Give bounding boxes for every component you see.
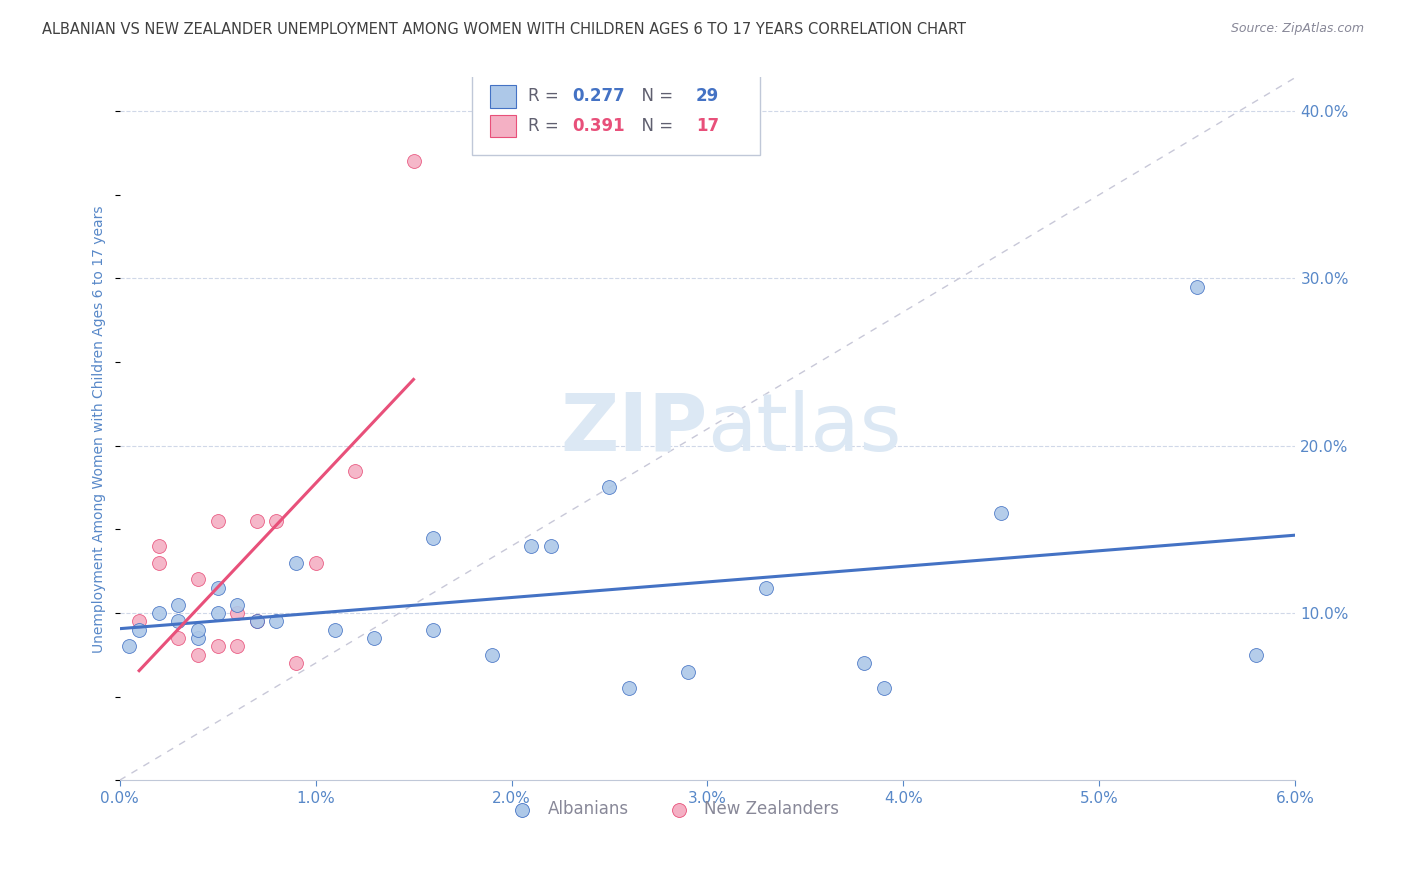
- Point: [540, 539, 562, 553]
- Point: [207, 581, 229, 595]
- Text: N =: N =: [631, 117, 679, 135]
- Point: [207, 514, 229, 528]
- Text: 17: 17: [696, 117, 718, 135]
- Point: [363, 631, 385, 645]
- Point: [422, 623, 444, 637]
- Point: [226, 606, 249, 620]
- Point: [853, 656, 876, 670]
- Point: [148, 539, 170, 553]
- Point: [402, 154, 425, 169]
- Point: [323, 623, 346, 637]
- Text: R =: R =: [527, 87, 564, 105]
- Point: [304, 556, 326, 570]
- Point: [343, 464, 366, 478]
- Point: [676, 665, 699, 679]
- Point: [128, 623, 150, 637]
- Point: [266, 514, 288, 528]
- Point: [246, 615, 269, 629]
- Text: 0.277: 0.277: [572, 87, 626, 105]
- Point: [128, 615, 150, 629]
- Point: [617, 681, 640, 696]
- Point: [118, 640, 141, 654]
- Y-axis label: Unemployment Among Women with Children Ages 6 to 17 years: Unemployment Among Women with Children A…: [93, 205, 107, 653]
- Point: [284, 556, 307, 570]
- Point: [481, 648, 503, 662]
- Point: [246, 514, 269, 528]
- FancyBboxPatch shape: [489, 115, 516, 137]
- Point: [207, 606, 229, 620]
- Point: [167, 631, 190, 645]
- Point: [187, 623, 209, 637]
- Point: [207, 640, 229, 654]
- Text: R =: R =: [527, 117, 564, 135]
- Point: [246, 615, 269, 629]
- Point: [598, 480, 620, 494]
- Point: [422, 531, 444, 545]
- Text: 29: 29: [696, 87, 718, 105]
- Point: [226, 640, 249, 654]
- Point: [1246, 648, 1268, 662]
- Point: [1187, 279, 1209, 293]
- Point: [167, 615, 190, 629]
- Point: [187, 648, 209, 662]
- Text: N =: N =: [631, 87, 679, 105]
- Point: [755, 581, 778, 595]
- Text: ZIP: ZIP: [560, 390, 707, 468]
- Text: atlas: atlas: [707, 390, 901, 468]
- Point: [284, 656, 307, 670]
- FancyBboxPatch shape: [489, 85, 516, 108]
- Point: [148, 556, 170, 570]
- Text: Source: ZipAtlas.com: Source: ZipAtlas.com: [1230, 22, 1364, 36]
- Point: [187, 631, 209, 645]
- FancyBboxPatch shape: [472, 74, 761, 154]
- Point: [990, 506, 1012, 520]
- Point: [187, 573, 209, 587]
- Text: ALBANIAN VS NEW ZEALANDER UNEMPLOYMENT AMONG WOMEN WITH CHILDREN AGES 6 TO 17 YE: ALBANIAN VS NEW ZEALANDER UNEMPLOYMENT A…: [42, 22, 966, 37]
- Legend: Albanians, New Zealanders: Albanians, New Zealanders: [499, 793, 845, 825]
- Point: [148, 606, 170, 620]
- Point: [167, 598, 190, 612]
- Text: 0.391: 0.391: [572, 117, 624, 135]
- Point: [266, 615, 288, 629]
- Point: [873, 681, 896, 696]
- Point: [520, 539, 543, 553]
- Point: [226, 598, 249, 612]
